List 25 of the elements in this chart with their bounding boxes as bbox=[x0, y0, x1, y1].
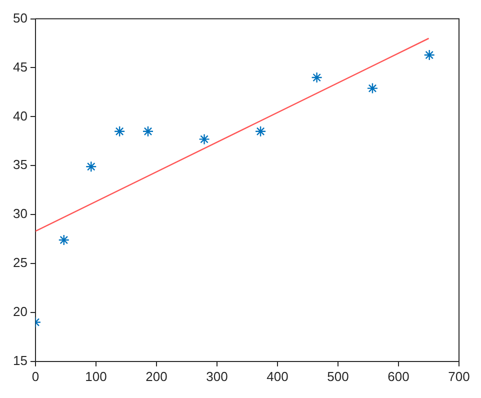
y-tick-label: 20 bbox=[12, 304, 28, 320]
x-tick-label: 100 bbox=[85, 368, 107, 384]
y-tick-label: 35 bbox=[12, 157, 28, 172]
point bbox=[86, 161, 97, 172]
point bbox=[114, 126, 126, 137]
y-tick-label: 25 bbox=[12, 255, 28, 270]
point bbox=[58, 234, 70, 246]
x-tick-label: 600 bbox=[388, 368, 410, 384]
point bbox=[198, 134, 210, 145]
y-tick-label: 15 bbox=[12, 352, 28, 368]
x-tick-label: 300 bbox=[206, 368, 228, 384]
point bbox=[311, 72, 322, 84]
x-tick-label: 0 bbox=[32, 368, 40, 384]
y-tick-label: 40 bbox=[12, 108, 28, 124]
point bbox=[142, 126, 154, 137]
point bbox=[424, 49, 435, 61]
x-tick-label: 500 bbox=[327, 368, 349, 384]
x-tick-label: 200 bbox=[146, 368, 168, 384]
point bbox=[366, 82, 378, 94]
x-tick-label: 700 bbox=[448, 368, 470, 384]
x-tick-label: 400 bbox=[266, 368, 288, 384]
y-tick-label: 30 bbox=[12, 206, 28, 222]
point bbox=[254, 126, 266, 137]
y-tick-label: 45 bbox=[12, 59, 28, 74]
y-tick-label: 50 bbox=[12, 10, 28, 26]
